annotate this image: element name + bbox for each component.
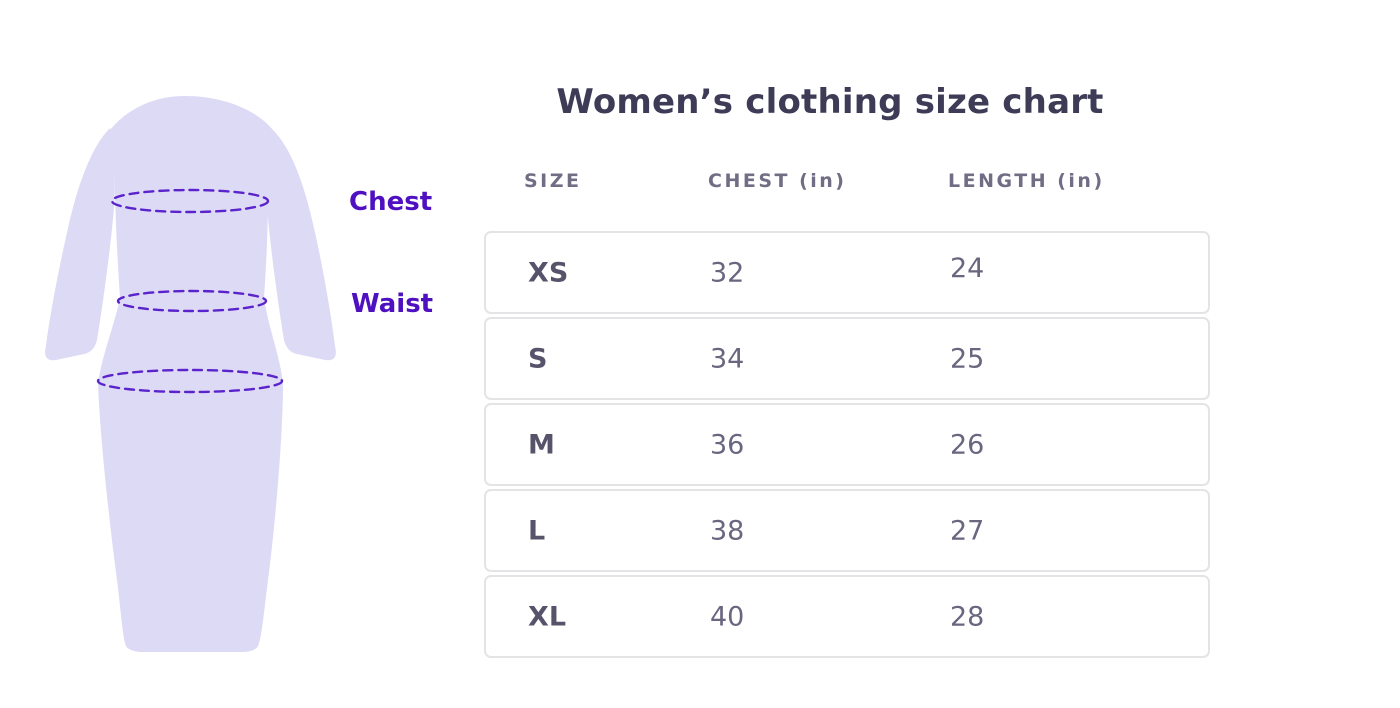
size-cell: XL xyxy=(528,601,567,632)
size-table: XS 32 24 S 34 25 M 36 26 L 38 27 XL 40 2… xyxy=(484,231,1210,658)
size-cell: M xyxy=(528,429,555,460)
page-title: Women’s clothing size chart xyxy=(556,82,1104,122)
column-header-chest: CHEST (in) xyxy=(708,170,847,192)
length-cell: 28 xyxy=(950,601,985,632)
waist-label: Waist xyxy=(351,289,434,319)
size-cell: L xyxy=(528,515,546,546)
dress-right-sleeve xyxy=(266,130,336,361)
table-row: M 36 26 xyxy=(484,403,1210,486)
size-cell: XS xyxy=(528,257,569,288)
table-row: XS 32 24 xyxy=(484,231,1210,314)
table-row: L 38 27 xyxy=(484,489,1210,572)
dress-body xyxy=(98,96,283,652)
length-cell: 27 xyxy=(950,515,985,546)
column-header-length: LENGTH (in) xyxy=(948,170,1105,192)
column-header-size: SIZE xyxy=(524,170,582,192)
chest-cell: 32 xyxy=(710,257,745,288)
table-row: XL 40 28 xyxy=(484,575,1210,658)
length-cell: 26 xyxy=(950,429,985,460)
chest-measure-ellipse xyxy=(110,188,270,214)
chest-label: Chest xyxy=(349,187,433,217)
chest-cell: 38 xyxy=(710,515,745,546)
chest-cell: 34 xyxy=(710,343,745,374)
chest-cell: 36 xyxy=(710,429,745,460)
table-row: S 34 25 xyxy=(484,317,1210,400)
hip-measure-ellipse xyxy=(96,368,284,394)
table-header: SIZE CHEST (in) LENGTH (in) xyxy=(0,168,1400,196)
chest-cell: 40 xyxy=(710,601,745,632)
dress-left-sleeve xyxy=(45,128,115,361)
dress-silhouette-svg xyxy=(45,96,336,652)
waist-measure-ellipse xyxy=(116,289,268,313)
dress-illustration xyxy=(40,88,340,668)
length-cell: 25 xyxy=(950,343,985,374)
size-cell: S xyxy=(528,343,548,374)
length-cell: 24 xyxy=(950,252,985,284)
